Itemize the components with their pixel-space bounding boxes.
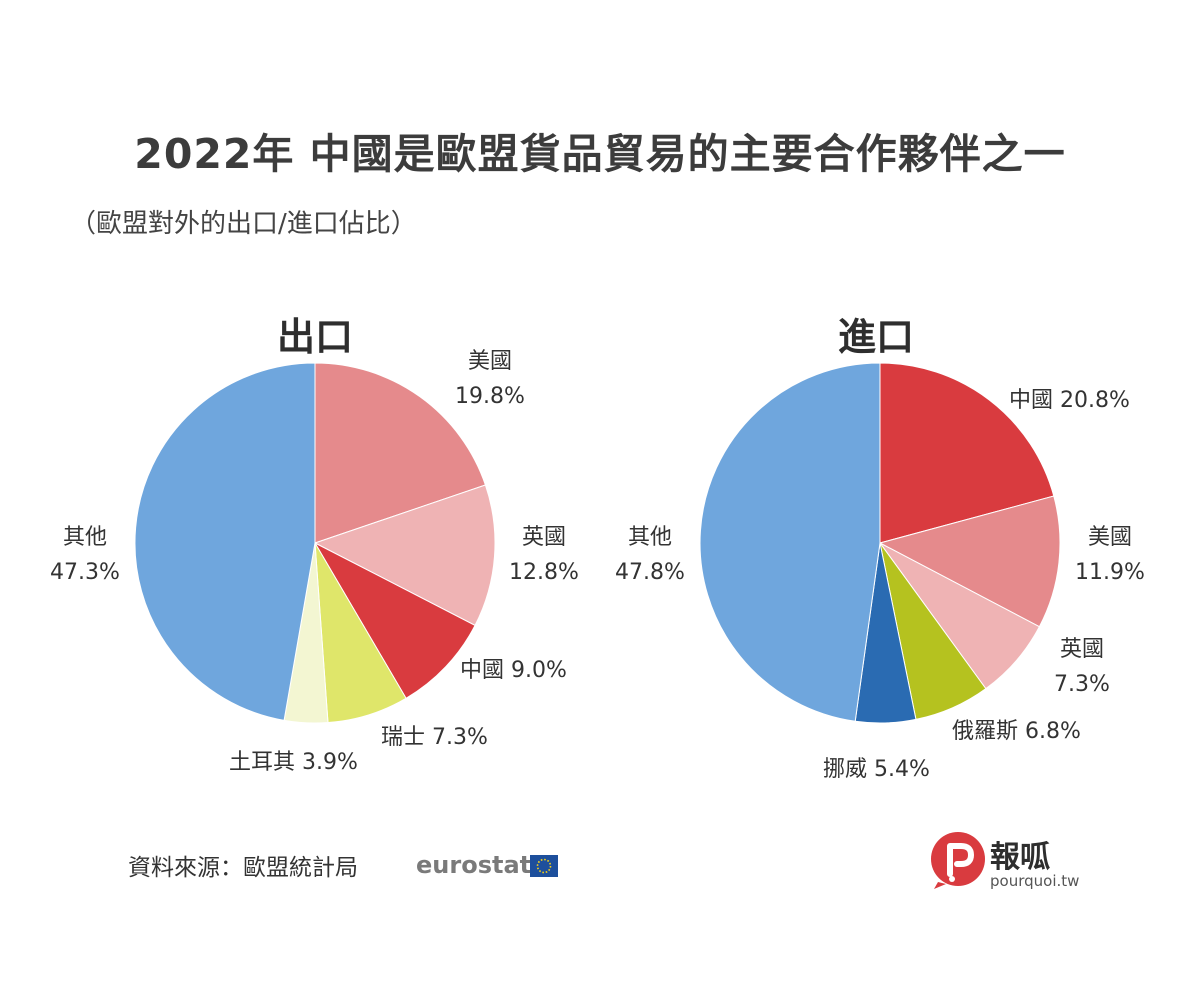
pie-1-slice-3-label: 中國 9.0% (460, 658, 567, 683)
pourquoi-logo-icon (931, 832, 985, 889)
pie-2-slice-6 (699, 362, 881, 722)
eurostat-wordmark: eurostat (416, 851, 532, 879)
page-title: 2022年 中國是歐盟貨品貿易的主要合作夥伴之一 (134, 130, 1066, 178)
pie-2-slice-3-label: 英國 7.3% (1054, 637, 1110, 697)
pie-2-title: 進口 (838, 315, 914, 359)
pie-2-slice-4-label: 俄羅斯 6.8% (952, 719, 1081, 744)
eu-flag-icon (530, 855, 558, 877)
pie-1-slice-1 (314, 362, 487, 544)
pie-1-slice-6-label: 其他 47.3% (50, 525, 120, 585)
logo-name: 報呱 (990, 840, 1050, 875)
pie-2-slice-5-label: 挪威 5.4% (823, 757, 930, 782)
logo-url: pourquoi.tw (990, 872, 1080, 890)
pie-1-slice-4-label: 瑞士 7.3% (381, 725, 488, 750)
source-label: 資料來源：歐盟統計局 (128, 855, 358, 881)
pie-1-title: 出口 (277, 315, 353, 359)
pie-2-slice-6-label: 其他 47.8% (615, 525, 685, 585)
page-subtitle: （歐盟對外的出口/進口佔比） (70, 209, 417, 239)
pie-2-slice-2 (878, 495, 1061, 628)
pie-1-slice-2 (313, 484, 496, 627)
pie-2-slice-1 (879, 362, 1055, 544)
pie-1-slice-3 (313, 541, 476, 699)
pie-2-slice-2-label: 美國 11.9% (1075, 525, 1145, 585)
pie-1-slice-2-label: 英國 12.8% (509, 525, 579, 585)
pie-2-slice-1-label: 中國 20.8% (1009, 388, 1130, 413)
pie-1-slice-5-label: 土耳其 3.9% (229, 750, 358, 775)
pie-1-slice-1-label: 美國 19.8% (455, 349, 525, 409)
pie-1-slice-6 (134, 362, 316, 721)
